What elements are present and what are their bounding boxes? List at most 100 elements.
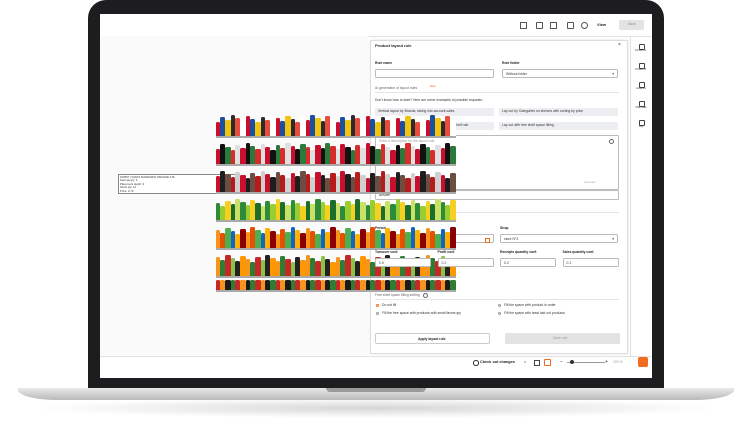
product[interactable] — [265, 147, 270, 164]
product[interactable] — [250, 280, 255, 290]
product[interactable] — [355, 261, 360, 276]
product[interactable] — [426, 280, 430, 290]
product[interactable] — [450, 280, 456, 290]
product[interactable] — [396, 280, 400, 290]
product[interactable] — [220, 280, 225, 290]
product[interactable] — [325, 259, 330, 276]
product[interactable] — [366, 178, 370, 192]
product[interactable] — [405, 116, 411, 136]
product[interactable] — [385, 120, 390, 136]
product[interactable] — [375, 280, 381, 290]
sidebar-icon[interactable] — [639, 44, 645, 50]
sidebar-icon[interactable] — [639, 63, 645, 69]
product[interactable] — [441, 280, 445, 290]
product[interactable] — [270, 258, 276, 276]
product[interactable] — [345, 174, 351, 192]
product[interactable] — [450, 146, 456, 164]
product[interactable] — [295, 122, 300, 136]
product[interactable] — [306, 228, 310, 248]
product[interactable] — [415, 280, 420, 290]
product[interactable] — [300, 206, 306, 220]
product[interactable] — [330, 280, 336, 290]
product[interactable] — [426, 228, 430, 248]
product[interactable] — [325, 232, 330, 248]
product[interactable] — [366, 280, 370, 290]
product[interactable] — [250, 227, 255, 248]
sidebar-icon[interactable] — [639, 120, 645, 126]
product[interactable] — [261, 260, 265, 276]
product[interactable] — [360, 148, 366, 164]
product[interactable] — [325, 280, 330, 290]
product[interactable] — [385, 280, 390, 290]
close-icon[interactable]: × — [524, 359, 527, 364]
product[interactable] — [345, 280, 351, 290]
product[interactable] — [441, 202, 445, 220]
zoom-slider[interactable] — [567, 362, 605, 363]
product[interactable] — [441, 229, 445, 248]
product[interactable] — [381, 171, 385, 192]
tool-icon[interactable] — [581, 22, 588, 29]
product[interactable] — [375, 122, 381, 136]
product[interactable] — [430, 115, 435, 136]
product[interactable] — [336, 257, 340, 276]
product[interactable] — [255, 203, 261, 220]
product[interactable] — [390, 231, 396, 248]
product[interactable] — [276, 261, 280, 276]
product[interactable] — [315, 172, 321, 192]
product[interactable] — [381, 144, 385, 164]
product[interactable] — [450, 200, 456, 220]
example-chip[interactable]: Lay out by Categories on shelves with so… — [499, 108, 618, 116]
product[interactable] — [450, 262, 456, 276]
chat-button[interactable] — [638, 357, 648, 367]
product[interactable] — [381, 233, 385, 248]
product[interactable] — [255, 149, 261, 164]
product[interactable] — [450, 227, 456, 248]
product[interactable] — [400, 148, 405, 164]
product[interactable] — [261, 206, 265, 220]
product[interactable] — [351, 177, 355, 192]
product[interactable] — [330, 146, 336, 164]
product[interactable] — [225, 201, 231, 220]
product[interactable] — [216, 149, 220, 164]
product[interactable] — [435, 280, 441, 290]
product[interactable] — [220, 206, 225, 220]
coef-input[interactable]: 0.2 — [500, 258, 556, 267]
product[interactable] — [255, 280, 261, 290]
product[interactable] — [381, 280, 385, 290]
product[interactable] — [306, 120, 310, 136]
product[interactable] — [306, 280, 310, 290]
product[interactable] — [235, 280, 240, 290]
product[interactable] — [345, 201, 351, 220]
product[interactable] — [330, 200, 336, 220]
apply-button[interactable]: Apply layout rule — [375, 333, 490, 344]
product[interactable] — [336, 176, 340, 192]
product[interactable] — [240, 175, 246, 192]
product[interactable] — [235, 199, 240, 220]
product[interactable] — [345, 120, 351, 136]
zoom-out[interactable]: − — [560, 358, 563, 365]
product[interactable] — [265, 255, 270, 276]
product[interactable] — [396, 199, 400, 220]
product[interactable] — [336, 149, 340, 164]
product[interactable] — [216, 230, 220, 248]
product[interactable] — [396, 261, 400, 276]
product[interactable] — [276, 145, 280, 164]
product[interactable] — [375, 203, 381, 220]
rule-name-input[interactable] — [375, 69, 494, 78]
product[interactable] — [430, 231, 435, 248]
product[interactable] — [375, 176, 381, 192]
product[interactable] — [280, 229, 285, 248]
rule-folder-select[interactable]: Without folder ▾ — [502, 69, 618, 78]
product[interactable] — [280, 121, 285, 136]
save-button[interactable]: Save — [619, 20, 644, 30]
radio[interactable] — [498, 304, 502, 308]
tool-icon[interactable] — [550, 22, 557, 29]
product[interactable] — [270, 150, 276, 164]
product[interactable] — [291, 173, 295, 192]
product[interactable] — [315, 118, 321, 136]
product[interactable] — [295, 257, 300, 276]
product[interactable] — [405, 280, 411, 290]
product[interactable] — [435, 234, 441, 248]
product[interactable] — [336, 280, 340, 290]
product[interactable] — [441, 148, 445, 164]
